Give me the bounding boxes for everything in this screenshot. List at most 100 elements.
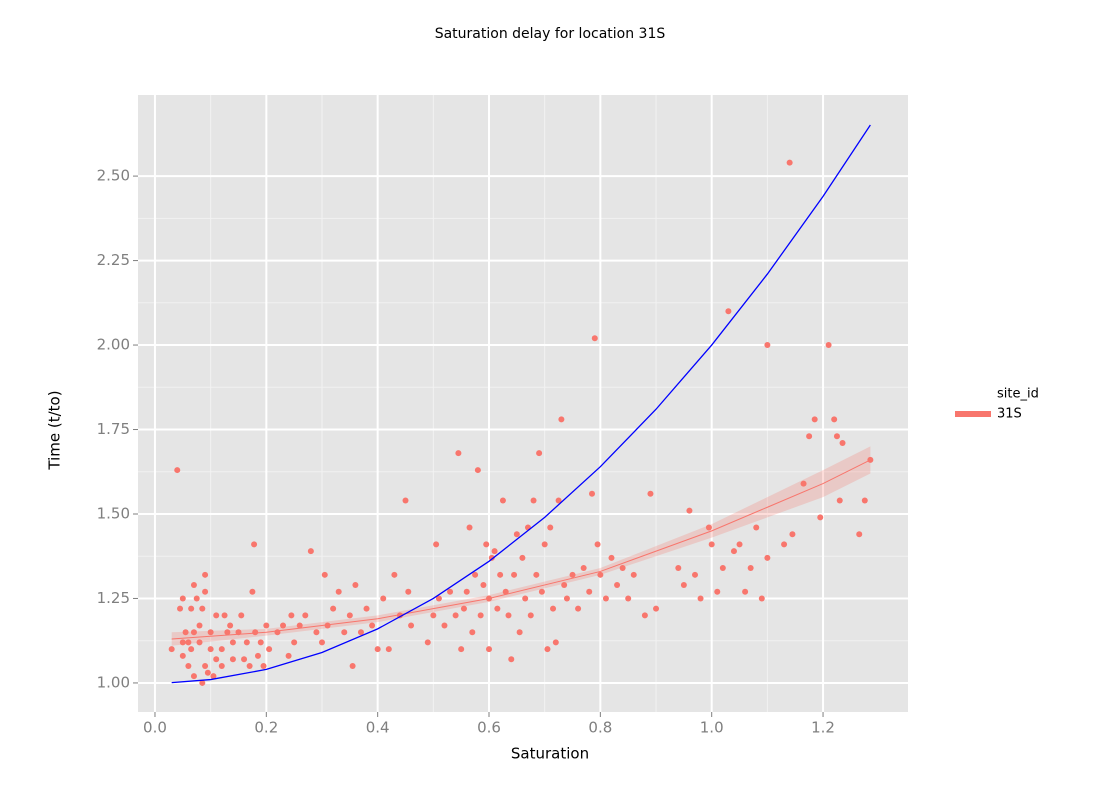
point [833, 433, 840, 440]
point [385, 646, 392, 653]
point [196, 639, 203, 646]
point [502, 588, 509, 595]
marks [168, 124, 874, 686]
point [391, 571, 398, 578]
point [469, 629, 476, 636]
x-tick-label: 0.8 [588, 719, 612, 737]
point [302, 612, 309, 619]
point [349, 663, 356, 670]
point [719, 565, 726, 572]
point [458, 646, 465, 653]
point [202, 571, 209, 578]
point [817, 514, 824, 521]
point [747, 565, 754, 572]
point [402, 497, 409, 504]
fit-line [171, 459, 871, 640]
point [630, 571, 637, 578]
point [544, 646, 551, 653]
point [486, 646, 493, 653]
point [589, 490, 596, 497]
point [519, 554, 526, 561]
legend-key [955, 411, 991, 417]
point [547, 524, 554, 531]
point [758, 595, 765, 602]
point [474, 467, 481, 474]
point [346, 612, 353, 619]
point [533, 571, 540, 578]
point [691, 571, 698, 578]
point [266, 646, 273, 653]
point [705, 524, 712, 531]
point [550, 605, 557, 612]
point [714, 588, 721, 595]
point [204, 669, 211, 676]
point [188, 646, 195, 653]
x-tick-label: 0.4 [366, 719, 390, 737]
point [641, 612, 648, 619]
point [433, 541, 440, 548]
point [291, 639, 298, 646]
y-tick-label: 2.50 [97, 167, 130, 185]
point [781, 541, 788, 548]
point [586, 588, 593, 595]
grid [138, 95, 908, 712]
point [491, 548, 498, 555]
point [800, 480, 807, 487]
point [831, 416, 838, 423]
point [202, 663, 209, 670]
point [179, 652, 186, 659]
point [538, 588, 545, 595]
point [285, 652, 292, 659]
point [561, 581, 568, 588]
point [229, 656, 236, 663]
point [686, 507, 693, 514]
point [680, 581, 687, 588]
point [477, 612, 484, 619]
point [313, 629, 320, 636]
point [227, 622, 234, 629]
point [263, 622, 270, 629]
point [499, 497, 506, 504]
point [708, 541, 715, 548]
point [730, 548, 737, 555]
point [177, 605, 184, 612]
point [591, 335, 598, 342]
x-tick-label: 1.0 [700, 719, 724, 737]
point [174, 467, 181, 474]
legend-title: site_id [997, 387, 1039, 402]
point [207, 629, 214, 636]
x-axis-title: Saturation [511, 745, 589, 763]
point [352, 581, 359, 588]
point [188, 605, 195, 612]
y-tick-label: 1.00 [97, 673, 130, 691]
point [190, 581, 197, 588]
point [408, 622, 415, 629]
y-axis-title: Time (t/to) [46, 390, 64, 470]
point [252, 629, 259, 636]
point [280, 622, 287, 629]
point [602, 595, 609, 602]
legend-label: 31S [997, 407, 1022, 422]
point [224, 629, 231, 636]
point [241, 656, 248, 663]
point [494, 605, 501, 612]
point [254, 652, 261, 659]
y-tick-label: 2.25 [97, 251, 130, 269]
point [193, 595, 200, 602]
point [190, 629, 197, 636]
y-tick-label: 1.50 [97, 504, 130, 522]
point [764, 554, 771, 561]
point [725, 308, 732, 315]
point [625, 595, 632, 602]
panel [138, 95, 908, 712]
point [466, 524, 473, 531]
point [460, 605, 467, 612]
chart-title: Saturation delay for location 31S [435, 26, 666, 42]
point [614, 581, 621, 588]
point [536, 450, 543, 457]
x-tick-label: 0.0 [143, 719, 167, 737]
point [527, 612, 534, 619]
point [202, 588, 209, 595]
point [238, 612, 245, 619]
